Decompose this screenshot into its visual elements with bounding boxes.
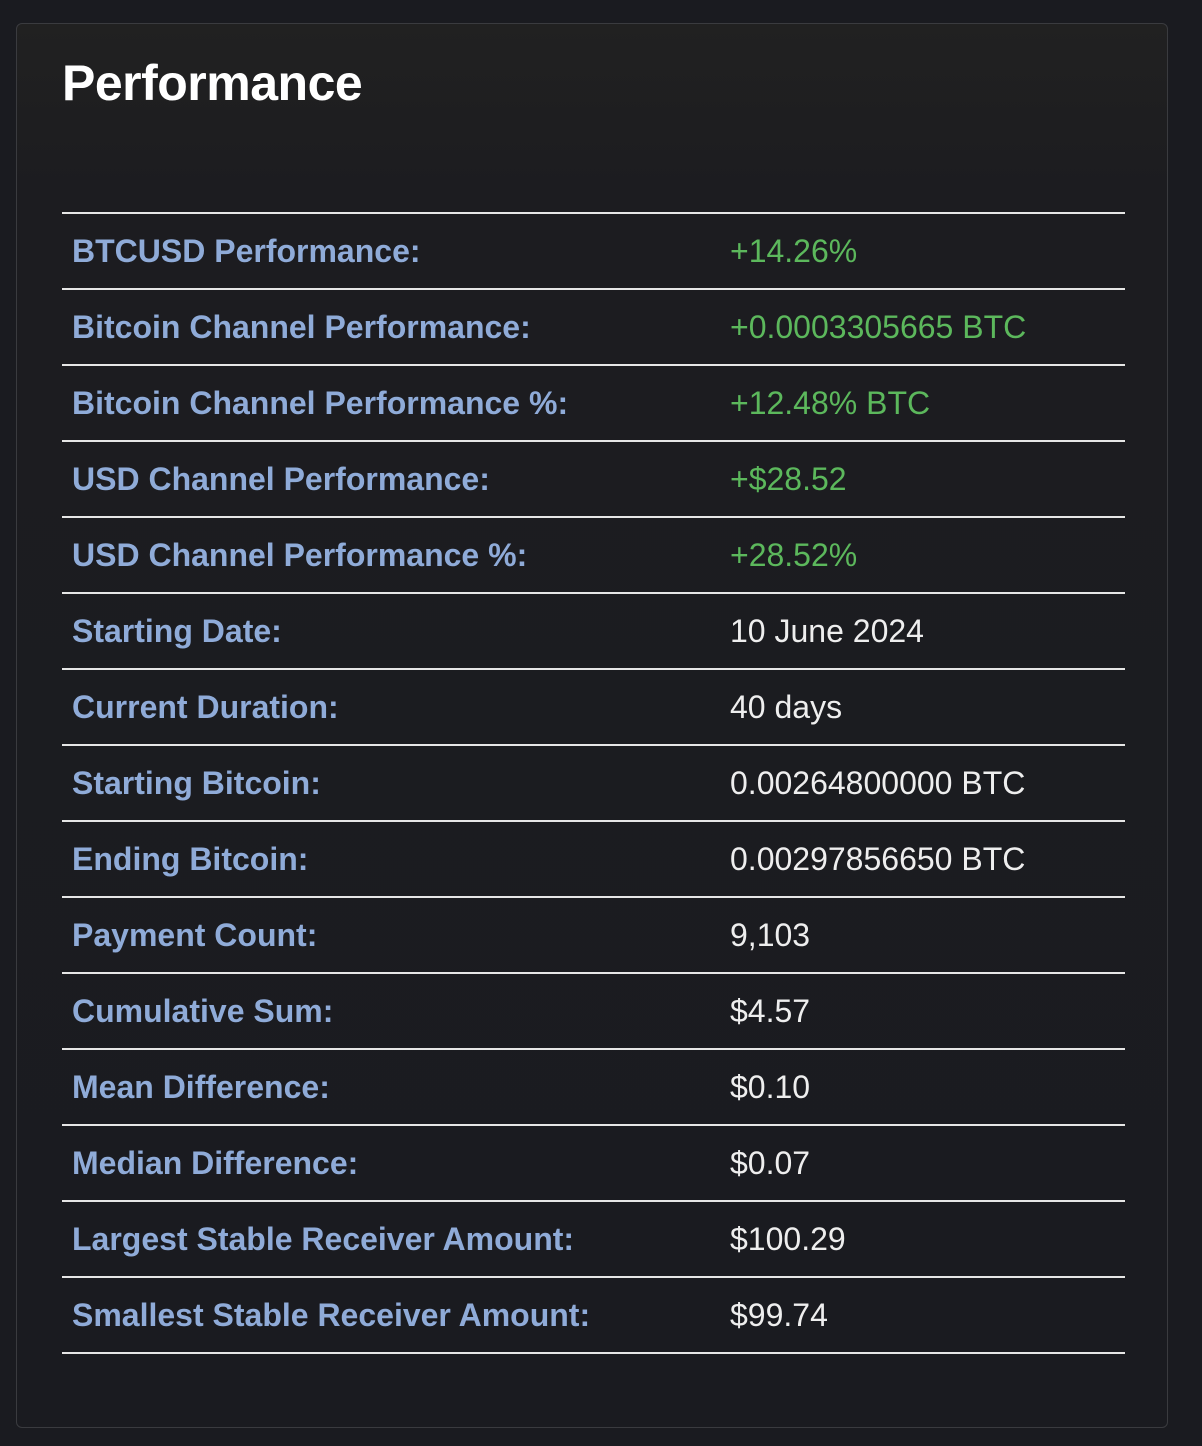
row-value: +28.52% <box>730 536 858 573</box>
row-value: 9,103 <box>730 916 811 953</box>
performance-table: BTCUSD Performance: +14.26% Bitcoin Chan… <box>62 212 1125 1354</box>
table-row: USD Channel Performance: +$28.52 <box>62 442 1125 518</box>
row-value: +0.0003305665 BTC <box>730 308 1027 345</box>
table-row: Starting Bitcoin: 0.00264800000 BTC <box>62 746 1125 822</box>
row-value: $0.07 <box>730 1144 811 1181</box>
table-row: Bitcoin Channel Performance %: +12.48% B… <box>62 366 1125 442</box>
row-label: Median Difference: <box>72 1144 359 1181</box>
table-row: Largest Stable Receiver Amount: $100.29 <box>62 1202 1125 1278</box>
row-label: BTCUSD Performance: <box>72 232 421 269</box>
row-value: $4.57 <box>730 992 811 1029</box>
performance-card: Performance BTCUSD Performance: +14.26% … <box>16 23 1168 1428</box>
row-label: Bitcoin Channel Performance %: <box>72 384 569 421</box>
row-label: Smallest Stable Receiver Amount: <box>72 1296 591 1333</box>
row-value: 10 June 2024 <box>730 612 924 649</box>
table-row: Ending Bitcoin: 0.00297856650 BTC <box>62 822 1125 898</box>
table-row: Current Duration: 40 days <box>62 670 1125 746</box>
row-value: 40 days <box>730 688 843 725</box>
row-value: +$28.52 <box>730 460 847 497</box>
card-title: Performance <box>62 55 363 111</box>
row-value: 0.00297856650 BTC <box>730 840 1026 877</box>
table-row: Median Difference: $0.07 <box>62 1126 1125 1202</box>
table-row: USD Channel Performance %: +28.52% <box>62 518 1125 594</box>
row-value: +12.48% BTC <box>730 384 931 421</box>
row-label: Largest Stable Receiver Amount: <box>72 1220 575 1257</box>
table-row: Bitcoin Channel Performance: +0.00033056… <box>62 290 1125 366</box>
row-value: $0.10 <box>730 1068 811 1105</box>
row-label: Starting Bitcoin: <box>72 764 321 801</box>
row-value: $99.74 <box>730 1296 828 1333</box>
table-row: Starting Date: 10 June 2024 <box>62 594 1125 670</box>
table-row: Payment Count: 9,103 <box>62 898 1125 974</box>
row-label: Ending Bitcoin: <box>72 840 309 877</box>
table-row: Smallest Stable Receiver Amount: $99.74 <box>62 1278 1125 1354</box>
row-label: Starting Date: <box>72 612 282 649</box>
row-value: 0.00264800000 BTC <box>730 764 1026 801</box>
row-value: $100.29 <box>730 1220 846 1257</box>
table-row: Mean Difference: $0.10 <box>62 1050 1125 1126</box>
table-row: Cumulative Sum: $4.57 <box>62 974 1125 1050</box>
row-label: Bitcoin Channel Performance: <box>72 308 531 345</box>
row-label: Cumulative Sum: <box>72 992 334 1029</box>
row-label: Current Duration: <box>72 688 339 725</box>
row-label: Mean Difference: <box>72 1068 330 1105</box>
row-label: USD Channel Performance: <box>72 460 490 497</box>
row-label: USD Channel Performance %: <box>72 536 528 573</box>
row-value: +14.26% <box>730 232 858 269</box>
row-label: Payment Count: <box>72 916 318 953</box>
table-row: BTCUSD Performance: +14.26% <box>62 214 1125 290</box>
